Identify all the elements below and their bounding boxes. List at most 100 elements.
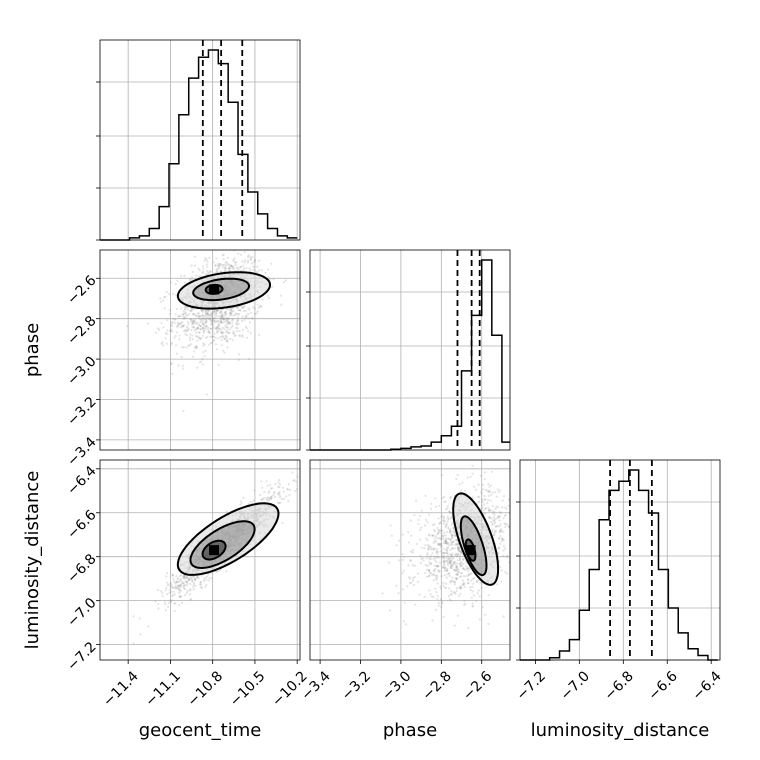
sample-point xyxy=(304,474,306,476)
sample-point xyxy=(214,264,217,267)
sample-point xyxy=(208,331,211,334)
sample-point xyxy=(204,324,207,327)
sample-point xyxy=(447,561,450,564)
sample-point xyxy=(459,564,462,567)
sample-point xyxy=(454,553,457,557)
sample-point xyxy=(234,246,236,248)
sample-point xyxy=(436,533,439,536)
sample-point xyxy=(132,642,135,645)
sample-point xyxy=(190,276,194,279)
sample-point xyxy=(146,322,149,325)
sample-point xyxy=(178,575,182,578)
sample-point xyxy=(420,557,423,560)
sample-point xyxy=(478,500,481,503)
sample-point xyxy=(204,312,208,315)
sample-point xyxy=(202,327,205,330)
sample-point xyxy=(437,542,440,545)
sample-point xyxy=(442,584,445,587)
sample-point xyxy=(215,311,218,314)
sample-point xyxy=(240,319,244,322)
sample-point xyxy=(464,569,467,572)
sample-point xyxy=(446,520,449,523)
sample-point xyxy=(438,543,441,546)
sample-point xyxy=(177,591,181,595)
sample-point xyxy=(435,578,438,581)
sample-point xyxy=(445,548,448,551)
y-tick-label: −3.4 xyxy=(64,434,99,469)
sample-point xyxy=(251,316,254,319)
sample-point xyxy=(458,550,461,553)
sample-point xyxy=(270,496,273,499)
sample-point xyxy=(174,586,177,589)
sample-point xyxy=(450,566,453,570)
sample-point xyxy=(401,553,404,556)
sample-point xyxy=(430,502,433,505)
sample-point xyxy=(434,574,437,577)
sample-point xyxy=(449,549,452,552)
sample-point xyxy=(452,561,456,564)
sample-point xyxy=(493,513,496,516)
sample-point xyxy=(458,549,461,552)
sample-point xyxy=(438,531,441,534)
sample-point xyxy=(190,264,193,267)
sample-point xyxy=(281,486,284,489)
sample-point xyxy=(184,329,187,332)
sample-point xyxy=(404,623,407,626)
contour-line xyxy=(452,492,500,586)
sample-point xyxy=(462,581,465,585)
sample-point xyxy=(200,586,203,589)
sample-point xyxy=(455,565,458,568)
sample-point xyxy=(453,580,456,584)
sample-point xyxy=(506,554,509,557)
sample-point xyxy=(440,600,444,603)
sample-point xyxy=(271,285,274,288)
sample-point xyxy=(222,331,225,334)
sample-point xyxy=(426,521,429,524)
sample-point xyxy=(506,572,509,575)
sample-point xyxy=(445,560,448,563)
sample-point xyxy=(403,601,406,604)
sample-point xyxy=(168,589,171,592)
sample-point xyxy=(482,509,485,512)
sample-point xyxy=(179,584,182,587)
sample-point xyxy=(447,527,450,530)
sample-point xyxy=(227,332,230,335)
sample-point xyxy=(236,319,239,322)
sample-point xyxy=(461,481,464,484)
sample-point xyxy=(201,326,204,329)
sample-point xyxy=(205,310,208,313)
sample-point xyxy=(227,320,230,323)
sample-point xyxy=(228,321,231,324)
sample-point xyxy=(497,547,500,550)
sample-point xyxy=(181,346,184,349)
sample-point xyxy=(443,566,446,569)
sample-point xyxy=(188,589,192,592)
sample-point xyxy=(233,257,236,260)
sample-point xyxy=(442,519,445,522)
sample-point xyxy=(220,311,223,314)
sample-point xyxy=(426,553,429,556)
sample-point xyxy=(468,586,472,589)
sample-point xyxy=(249,331,252,335)
sample-point xyxy=(196,339,199,342)
sample-point xyxy=(193,264,197,267)
sample-point xyxy=(493,531,496,535)
sample-point xyxy=(488,509,491,512)
sample-point xyxy=(460,562,463,565)
sample-point xyxy=(449,538,452,541)
sample-point xyxy=(516,543,518,545)
sample-point xyxy=(277,501,281,504)
sample-point xyxy=(445,540,448,544)
sample-point xyxy=(521,510,523,512)
sample-point xyxy=(441,556,444,559)
sample-point xyxy=(457,568,460,571)
sample-point xyxy=(436,555,439,558)
sample-point xyxy=(487,499,490,502)
sample-point xyxy=(451,522,454,525)
sample-point xyxy=(182,575,185,578)
sample-point xyxy=(295,480,298,483)
sample-point xyxy=(441,553,444,556)
sample-point xyxy=(445,568,448,572)
sample-point xyxy=(287,500,290,503)
